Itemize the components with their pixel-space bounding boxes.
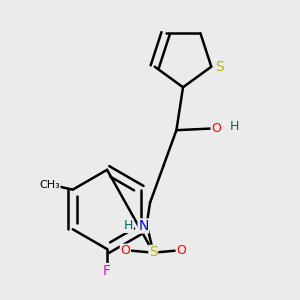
Text: O: O	[120, 244, 130, 257]
Text: H: H	[124, 220, 133, 232]
Text: H: H	[230, 120, 239, 134]
Text: CH₃: CH₃	[39, 180, 60, 190]
Text: O: O	[211, 122, 221, 135]
Text: S: S	[149, 245, 158, 260]
Text: O: O	[176, 244, 186, 257]
Text: S: S	[215, 60, 224, 74]
Text: F: F	[103, 263, 111, 278]
Text: N: N	[138, 219, 148, 233]
